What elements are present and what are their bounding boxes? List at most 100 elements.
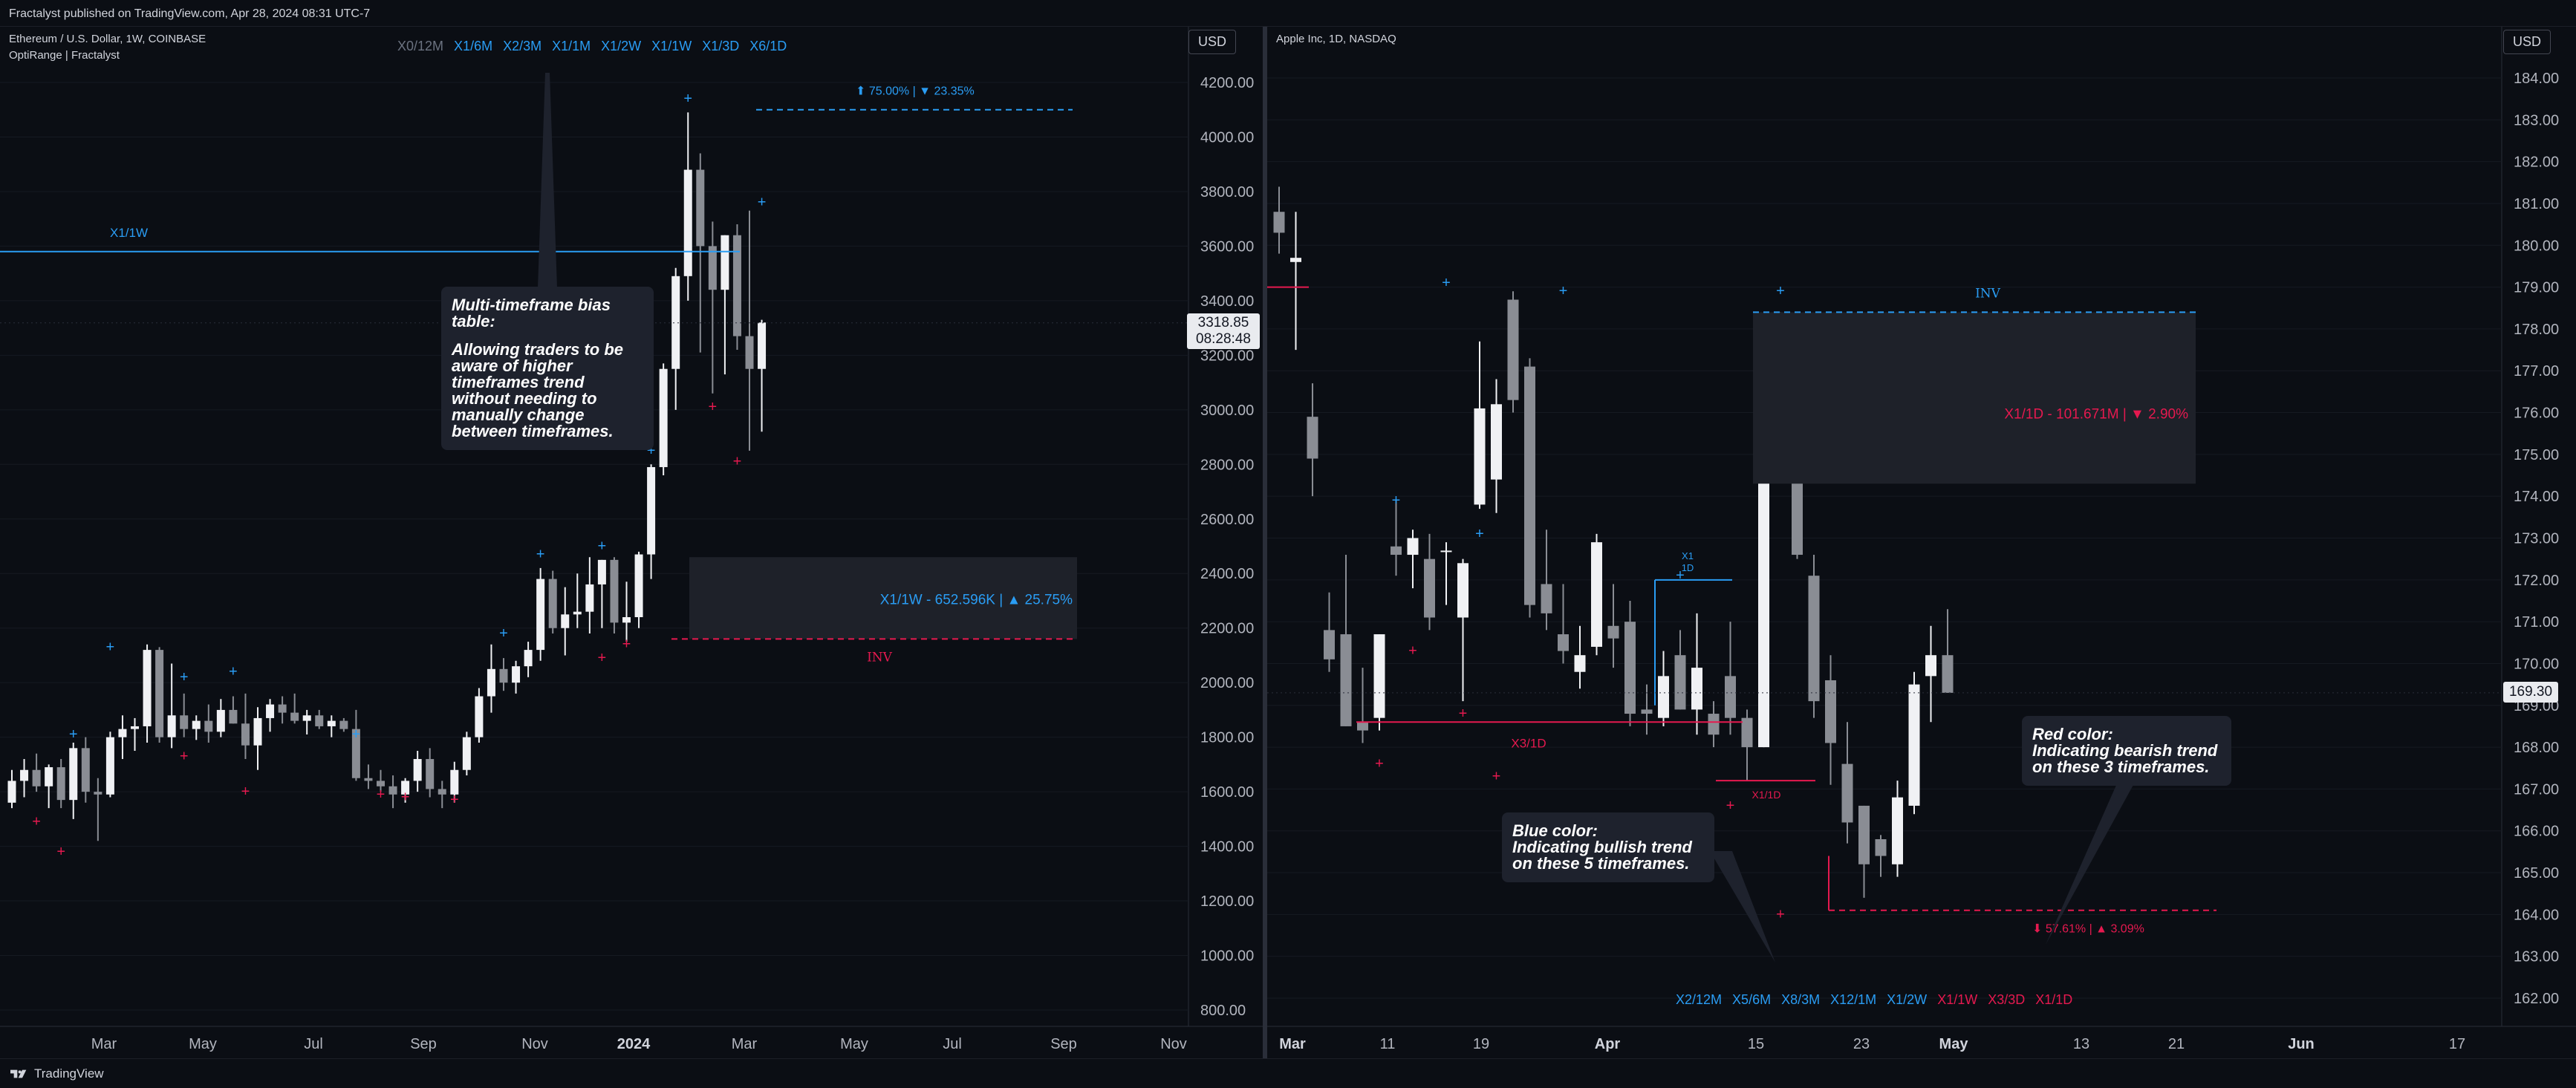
eth-candle-body bbox=[377, 781, 385, 786]
aapl-y-tick-label: 174.00 bbox=[2514, 489, 2559, 505]
aapl-x-tick-label: 13 bbox=[2073, 1036, 2089, 1052]
eth-x-tick-label: Sep bbox=[410, 1036, 437, 1052]
eth-chart-pane[interactable]: 4200.00 4000.00 3800.00 3600.00 3400.00 3200.… bbox=[0, 27, 1263, 1058]
aapl-candle-body bbox=[1290, 258, 1301, 262]
aapl-x3-1d-label: X3/1D bbox=[1511, 736, 1546, 750]
aapl-target-label: ⬇ 57.61% | ▲ 3.09% bbox=[2032, 923, 2144, 936]
aapl-y-tick-label: 182.00 bbox=[2514, 154, 2559, 171]
eth-candle-body bbox=[69, 748, 78, 801]
eth-chart-canvas[interactable]: 4200.00 4000.00 3800.00 3600.00 3400.00 3200.… bbox=[0, 27, 1263, 1058]
aapl-chart-pane[interactable]: 184.00 183.00 182.00 181.00 180.00 179.00 178.… bbox=[1267, 27, 2576, 1058]
eth-y-tick-label: 3400.00 bbox=[1200, 293, 1254, 310]
eth-tf-6: X1/3D bbox=[702, 39, 740, 53]
eth-swing-low-marker: + bbox=[598, 650, 607, 666]
eth-candle-body bbox=[462, 737, 471, 770]
eth-currency-button[interactable]: USD bbox=[1188, 30, 1237, 54]
aapl-tf-5: X1/1W bbox=[1937, 992, 1978, 1007]
eth-candle-body bbox=[253, 717, 262, 746]
aapl-y-tick-label: 172.00 bbox=[2514, 573, 2559, 589]
eth-swing-high-marker: + bbox=[229, 663, 238, 680]
aapl-tf-7: X1/1D bbox=[2035, 992, 2073, 1007]
aapl-candle-body bbox=[1541, 584, 1552, 613]
aapl-candle-body bbox=[1725, 676, 1736, 718]
aapl-last-price-tag: 169.30 bbox=[2503, 682, 2558, 703]
aapl-x-tick-label: Jun bbox=[2288, 1036, 2315, 1052]
eth-candle-body bbox=[180, 715, 189, 729]
aapl-candle-body bbox=[1658, 676, 1669, 718]
aapl-candle-body bbox=[1558, 634, 1569, 651]
aapl-candle-body bbox=[1892, 797, 1903, 864]
eth-swing-high-marker: + bbox=[106, 639, 115, 655]
eth-candle-body bbox=[450, 769, 459, 795]
eth-swing-high-marker: + bbox=[758, 195, 767, 211]
aapl-candle-body bbox=[1373, 634, 1385, 718]
eth-swing-high-marker: + bbox=[598, 538, 607, 555]
eth-swing-high-marker: + bbox=[180, 669, 189, 685]
eth-timeframe-bias-table: X0/12M X1/6M X2/3M X1/1M X1/2W X1/1W X1/3D X6/1… bbox=[397, 39, 787, 54]
aapl-chart-canvas[interactable]: 184.00 183.00 182.00 181.00 180.00 179.00 178.… bbox=[1267, 27, 2576, 1058]
tradingview-logo-icon bbox=[10, 1069, 27, 1078]
aapl-candle-body bbox=[1491, 404, 1502, 480]
aapl-candle-body bbox=[1808, 576, 1820, 702]
eth-note-body: Allowing traders to be aware of higher t… bbox=[452, 340, 624, 440]
aapl-candle-body bbox=[1457, 563, 1468, 618]
eth-y-tick-label: 1800.00 bbox=[1200, 730, 1254, 746]
pane-divider[interactable] bbox=[1263, 27, 1267, 1058]
eth-note-title: Multi-timeframe bias table: bbox=[452, 296, 611, 330]
aapl-zone-label: X1/1D - 101.671M | ▼ 2.90% bbox=[2004, 407, 2188, 423]
eth-candle-body bbox=[192, 720, 201, 729]
eth-candle-body bbox=[81, 748, 90, 792]
aapl-candle-body bbox=[1391, 546, 1402, 556]
aapl-candle-body bbox=[1524, 366, 1535, 605]
aapl-swing-low-marker: + bbox=[1408, 643, 1417, 659]
eth-tf-2: X2/3M bbox=[503, 39, 542, 53]
publish-info: Fractalyst published on TradingView.com,… bbox=[9, 7, 371, 20]
eth-y-tick-label: 800.00 bbox=[1200, 1003, 1246, 1019]
aapl-candle-body bbox=[1641, 709, 1653, 714]
eth-candle-body bbox=[229, 709, 238, 724]
aapl-tf-3: X12/1M bbox=[1830, 992, 1877, 1007]
aapl-candle-body bbox=[1440, 550, 1452, 553]
eth-candle-body bbox=[524, 650, 533, 667]
eth-swing-low-marker: + bbox=[32, 814, 41, 830]
eth-candle-body bbox=[659, 368, 668, 467]
aapl-candle-body bbox=[1691, 668, 1702, 710]
aapl-currency-button[interactable]: USD bbox=[2503, 30, 2551, 54]
eth-x-tick-label: Mar bbox=[732, 1036, 758, 1052]
aapl-y-tick-label: 180.00 bbox=[2514, 238, 2559, 254]
aapl-blue-note-pointer bbox=[1710, 851, 1775, 962]
aapl-x-tick-label: 15 bbox=[1748, 1036, 1764, 1052]
eth-y-tick-label: 3800.00 bbox=[1200, 184, 1254, 201]
eth-candle-body bbox=[216, 709, 225, 732]
aapl-y-tick-label: 171.00 bbox=[2514, 614, 2559, 631]
aapl-candle-body bbox=[1741, 717, 1753, 748]
eth-x-tick-label: Nov bbox=[1160, 1036, 1187, 1052]
tradingview-logo[interactable]: TradingView bbox=[10, 1066, 104, 1081]
eth-candle-body bbox=[634, 554, 643, 618]
eth-x-tick-label: Nov bbox=[521, 1036, 548, 1052]
aapl-candle-body bbox=[1424, 558, 1435, 618]
aapl-inv-label: INV bbox=[1975, 286, 2001, 301]
aapl-swing-high-marker: + bbox=[1559, 283, 1568, 299]
eth-indicator-name[interactable]: OptiRange | Fractalyst bbox=[9, 49, 120, 62]
aapl-x-tick-label: 17 bbox=[2449, 1036, 2465, 1052]
eth-candle-body bbox=[278, 704, 287, 713]
eth-y-tick-label: 4200.00 bbox=[1200, 75, 1254, 91]
aapl-red-note: Red color: Indicating bearish trend on t… bbox=[2022, 716, 2231, 786]
aapl-candle-body bbox=[1908, 684, 1920, 806]
aapl-candle-body bbox=[1758, 420, 1769, 748]
aapl-swing-high-marker: + bbox=[1442, 275, 1451, 291]
eth-target-label: ⬆ 75.00% | ▼ 23.35% bbox=[856, 85, 975, 98]
eth-candle-body bbox=[7, 781, 16, 803]
aapl-candle-body bbox=[1407, 538, 1419, 556]
eth-tf-3: X1/1M bbox=[552, 39, 591, 53]
eth-candle-body bbox=[20, 769, 29, 781]
aapl-candle-body bbox=[1474, 408, 1486, 505]
eth-y-tick-label: 1600.00 bbox=[1200, 784, 1254, 801]
eth-candle-body bbox=[364, 778, 373, 781]
aapl-candle-body bbox=[1825, 680, 1836, 743]
aapl-swing-low-marker: + bbox=[1776, 906, 1785, 922]
eth-candle-body bbox=[758, 322, 767, 369]
eth-y-tick-label: 1200.00 bbox=[1200, 893, 1254, 910]
aapl-range-zone bbox=[1753, 312, 2196, 484]
